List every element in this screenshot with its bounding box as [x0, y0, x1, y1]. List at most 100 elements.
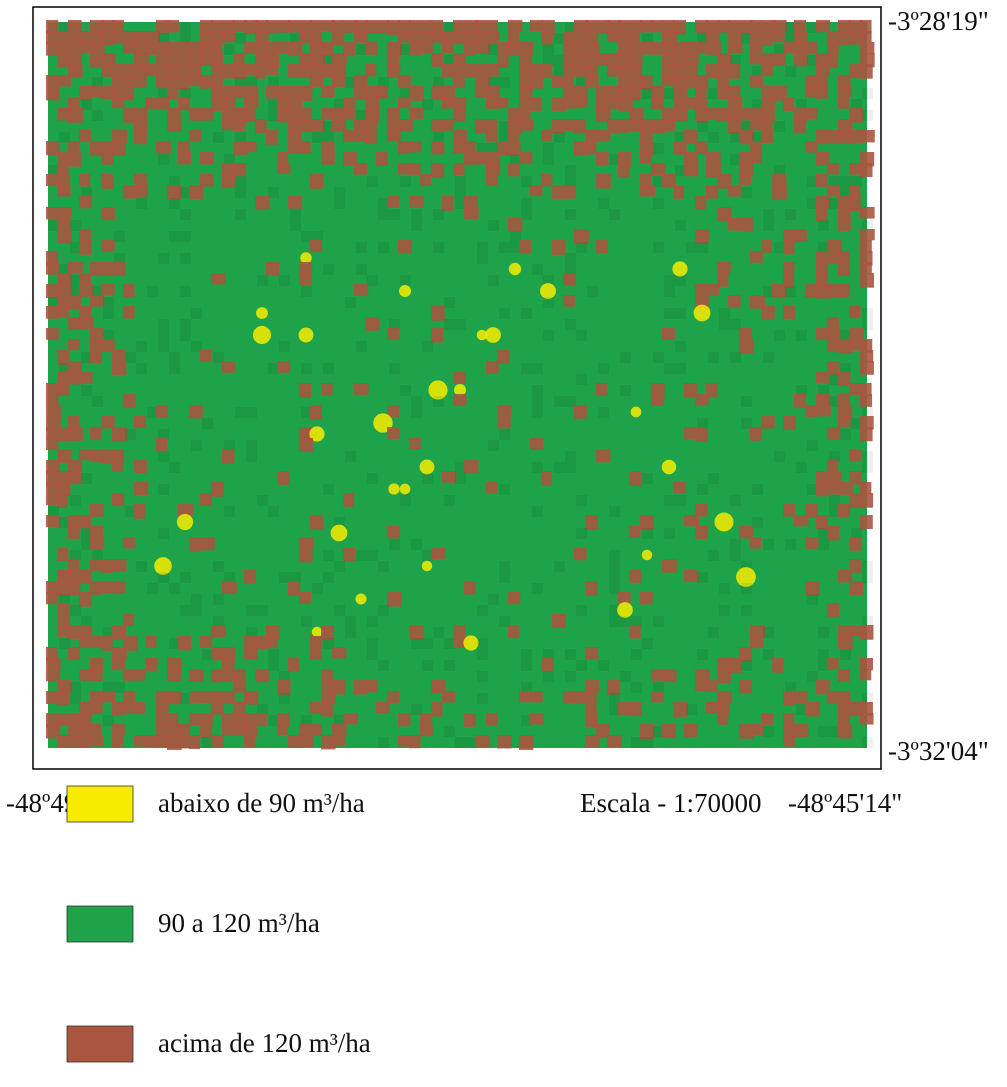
raster-patch [772, 20, 787, 32]
raster-patch [497, 42, 509, 55]
raster-patch [838, 372, 851, 386]
raster-patch [57, 581, 68, 595]
raster-patch [684, 383, 697, 398]
raster-patch [46, 691, 58, 704]
raster-patch [123, 306, 135, 318]
raster-patch [123, 669, 135, 681]
raster-patch [134, 504, 145, 519]
raster-shade [576, 495, 587, 506]
raster-patch [123, 691, 135, 703]
raster-patch [387, 108, 400, 119]
raster-patch [673, 185, 684, 199]
raster-shade [433, 396, 444, 407]
raster-shade [345, 297, 356, 308]
raster-shade [741, 583, 752, 594]
raster-patch [409, 163, 420, 175]
raster-patch [68, 339, 80, 350]
raster-patch [299, 592, 311, 604]
raster-patch [200, 691, 211, 703]
legend-swatch [67, 906, 133, 942]
raster-shade [499, 429, 510, 440]
raster-patch [860, 361, 874, 375]
raster-patch [860, 625, 873, 640]
raster-shade [598, 363, 609, 374]
raster-patch [750, 42, 763, 54]
raster-patch [728, 64, 740, 79]
raster-patch [563, 691, 575, 703]
raster-shade [609, 561, 620, 572]
raster-shade [477, 242, 488, 253]
raster-shade [235, 176, 246, 187]
raster-patch [860, 229, 875, 240]
raster-shade [774, 330, 785, 341]
raster-shade [675, 308, 686, 319]
raster-patch [750, 20, 762, 32]
raster-patch [79, 284, 93, 297]
raster-patch [783, 97, 794, 111]
raster-patch [640, 515, 654, 530]
raster-patch [310, 405, 322, 420]
raster-patch [662, 724, 676, 738]
raster-patch [596, 86, 608, 99]
raster-shade [455, 319, 466, 330]
raster-shade [136, 363, 147, 374]
raster-patch [68, 20, 82, 32]
raster-shade [785, 539, 796, 550]
raster-patch [772, 53, 786, 65]
raster-patch [706, 31, 720, 43]
raster-patch [838, 262, 850, 276]
raster-patch [860, 262, 872, 274]
raster-patch [750, 724, 763, 735]
raster-patch [310, 515, 323, 530]
raster-shade [642, 737, 653, 748]
raster-patch [211, 735, 224, 748]
raster-shade [169, 583, 180, 594]
raster-patch [222, 119, 233, 130]
raster-shade [554, 396, 565, 407]
raster-spot [355, 593, 366, 604]
raster-shade [81, 473, 92, 484]
raster-patch [343, 713, 358, 724]
raster-patch [772, 31, 785, 42]
raster-shade [664, 528, 675, 539]
raster-patch [684, 64, 697, 77]
raster-patch [607, 680, 620, 694]
raster-patch [101, 339, 115, 351]
raster-patch [574, 691, 586, 704]
raster-shade [653, 352, 664, 363]
raster-patch [145, 658, 158, 671]
raster-patch [222, 108, 233, 121]
raster-patch [827, 658, 839, 670]
raster-shade [257, 605, 268, 616]
raster-patch [90, 636, 101, 648]
raster-patch [222, 361, 235, 373]
raster-shade [532, 407, 543, 418]
raster-patch [486, 713, 498, 726]
raster-shade [818, 220, 829, 231]
raster-patch [651, 42, 663, 55]
raster-patch [794, 394, 806, 408]
raster-patch [211, 273, 225, 284]
raster-patch [838, 86, 852, 97]
raster-patch [222, 658, 235, 669]
raster-patch [112, 735, 123, 748]
raster-shade [400, 385, 411, 396]
raster-patch [464, 581, 475, 595]
raster-shade [741, 605, 752, 616]
raster-patch [838, 669, 850, 682]
raster-patch [662, 53, 674, 66]
raster-patch [200, 53, 213, 66]
raster-shade [400, 176, 411, 187]
raster-patch [123, 42, 134, 54]
raster-spot [540, 283, 556, 299]
raster-patch [552, 75, 565, 88]
raster-patch [310, 42, 323, 54]
raster-patch [321, 625, 334, 639]
raster-shade [257, 275, 268, 286]
raster-patch [827, 427, 840, 440]
raster-shade [213, 132, 224, 143]
raster-patch [684, 515, 699, 526]
raster-patch [79, 240, 91, 255]
raster-patch [728, 42, 743, 53]
raster-patch [68, 526, 80, 539]
